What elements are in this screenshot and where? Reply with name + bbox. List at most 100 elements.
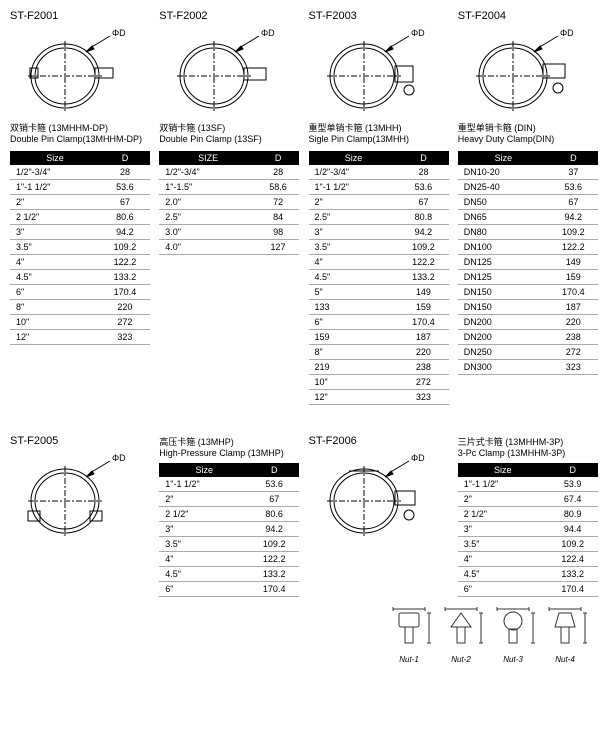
table-row: 4.5" 133.2	[458, 566, 598, 581]
cell-size: 8"	[309, 345, 399, 360]
cell-d: 159	[398, 300, 448, 315]
cell-d: 28	[100, 165, 150, 180]
table-row: 3.5" 109.2	[10, 240, 150, 255]
cell-size: DN300	[458, 360, 549, 375]
nut-item: Nut-3	[489, 607, 537, 664]
cell-d: 98	[257, 225, 299, 240]
table-row: 219 238	[309, 360, 449, 375]
item-f2006-table: 三片式卡箍 (13MHHM-3P)3-Pc Clamp (13MHHM-3P) …	[458, 435, 598, 597]
cell-size: 1"-1 1/2"	[309, 180, 399, 195]
cell-size: 219	[309, 360, 399, 375]
cell-d: 53.9	[548, 477, 598, 492]
cell-size: 6"	[458, 581, 548, 596]
cell-d: 187	[549, 300, 598, 315]
table-row: 2.5" 80.8	[309, 210, 449, 225]
table-row: 5" 149	[309, 285, 449, 300]
drawing: ΦD	[309, 451, 449, 546]
cell-d: 109.2	[249, 536, 299, 551]
cell-size: 1"-1 1/2"	[458, 477, 548, 492]
table-row: 8" 220	[309, 345, 449, 360]
cell-size: 4"	[159, 551, 249, 566]
col-d: D	[257, 151, 299, 165]
table-row: 2 1/2" 80.6	[159, 506, 299, 521]
table-row: 1"-1 1/2" 53.6	[159, 477, 299, 492]
table-row: 3.5" 109.2	[458, 536, 598, 551]
cell-size: 2"	[309, 195, 399, 210]
svg-text:ΦD: ΦD	[112, 28, 126, 38]
cell-d: 94.4	[548, 521, 598, 536]
product-code: ST-F2001	[10, 10, 150, 22]
table-row: 1"-1 1/2" 53.6	[10, 180, 150, 195]
nuts-row: Nut-1 Nut-2 Nut-3 Nut-4	[10, 607, 589, 664]
cell-size: 2.5"	[309, 210, 399, 225]
cell-d: 133.2	[100, 270, 150, 285]
table-row: 159 187	[309, 330, 449, 345]
nut-label: Nut-3	[489, 655, 537, 664]
table-row: 6" 170.4	[10, 285, 150, 300]
item-f2004: ST-F2004 ΦD 重型单销卡箍 (DIN)Heavy Duty Clamp…	[458, 10, 598, 405]
cell-size: 3"	[309, 225, 399, 240]
table-row: 1/2"-3/4" 28	[309, 165, 449, 180]
table-row: 3" 94.2	[309, 225, 449, 240]
table-row: DN300 323	[458, 360, 598, 375]
col-size: Size	[458, 151, 549, 165]
cell-d: 159	[549, 270, 598, 285]
col-size: SIZE	[159, 151, 257, 165]
table-row: 4.5" 133.2	[309, 270, 449, 285]
cell-d: 323	[549, 360, 598, 375]
cell-d: 53.6	[549, 180, 598, 195]
bottom-row: ST-F2005 ΦD 高压卡箍 (13MHP)High-Pressure Cl…	[10, 435, 599, 597]
svg-text:ΦD: ΦD	[261, 28, 275, 38]
cell-d: 109.2	[398, 240, 448, 255]
cell-d: 80.6	[249, 506, 299, 521]
cell-size: 2"	[10, 195, 100, 210]
cell-size: 1/2"-3/4"	[309, 165, 399, 180]
cell-size: 3.5"	[309, 240, 399, 255]
table-row: DN250 272	[458, 345, 598, 360]
table-row: 2.0" 72	[159, 195, 299, 210]
item-f2005: ST-F2005 ΦD	[10, 435, 150, 597]
cell-size: DN25-40	[458, 180, 549, 195]
cell-d: 220	[549, 315, 598, 330]
description: 重型单销卡箍 (13MHH)Sigle Pin Clamp(13MHH)	[309, 123, 449, 147]
table-row: 4" 122.2	[10, 255, 150, 270]
description: 双销卡箍 (13SF)Double Pin Clamp (13SF)	[159, 123, 299, 147]
table-row: 1/2"-3/4" 28	[10, 165, 150, 180]
nut-label: Nut-1	[385, 655, 433, 664]
col-d: D	[398, 151, 448, 165]
table-row: 1"-1.5" 58.6	[159, 180, 299, 195]
cell-size: 4"	[458, 551, 548, 566]
cell-size: 3.5"	[458, 536, 548, 551]
clamp-drawing-icon: ΦD	[10, 26, 150, 121]
nut-item: Nut-2	[437, 607, 485, 664]
col-size: Size	[10, 151, 100, 165]
cell-d: 109.2	[549, 225, 598, 240]
cell-size: 4.0"	[159, 240, 257, 255]
cell-size: 4.5"	[159, 566, 249, 581]
item-f2003: ST-F2003 ΦD 重型单销卡箍 (13MHH)Sigle Pin Clam…	[309, 10, 449, 405]
item-f2001: ST-F2001 ΦD 双销卡箍 (13MHHM-DP)Double Pin C…	[10, 10, 150, 405]
table-row: DN125 159	[458, 270, 598, 285]
cell-d: 133.2	[249, 566, 299, 581]
table-row: DN150 187	[458, 300, 598, 315]
table-row: 2" 67	[10, 195, 150, 210]
cell-size: 4.5"	[10, 270, 100, 285]
cell-d: 109.2	[548, 536, 598, 551]
table-row: 1"-1 1/2" 53.9	[458, 477, 598, 492]
nut-icon	[437, 607, 485, 653]
svg-text:ΦD: ΦD	[411, 453, 425, 463]
cell-size: 2.5"	[159, 210, 257, 225]
table-row: 4.0" 127	[159, 240, 299, 255]
cell-size: 6"	[10, 285, 100, 300]
clamp-drawing-icon: ΦD	[458, 26, 598, 121]
cell-d: 238	[398, 360, 448, 375]
table-row: 133 159	[309, 300, 449, 315]
cell-d: 133.2	[398, 270, 448, 285]
cell-size: DN200	[458, 315, 549, 330]
table-row: 2" 67	[309, 195, 449, 210]
description: 双销卡箍 (13MHHM-DP)Double Pin Clamp(13MHHM-…	[10, 123, 150, 147]
cell-d: 122.2	[249, 551, 299, 566]
table-row: 2" 67	[159, 491, 299, 506]
cell-d: 133.2	[548, 566, 598, 581]
cell-d: 187	[398, 330, 448, 345]
